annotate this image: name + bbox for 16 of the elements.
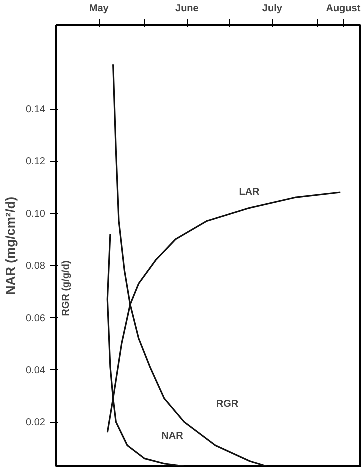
- y-tick-label: 0.14: [26, 104, 46, 116]
- y-tick-label: 0.08: [26, 261, 46, 272]
- y-tick-label: 0.02: [26, 418, 46, 429]
- x-tick-label: July: [262, 4, 283, 14]
- x-tick-label: May: [89, 4, 110, 14]
- y-tick-label: 0.04: [26, 365, 46, 376]
- y-tick-label: 0.06: [26, 313, 46, 324]
- x-tick-label: June: [176, 4, 200, 14]
- y-axis-title: NAR (mg/cm²/d): [3, 196, 18, 296]
- annotation: LAR: [239, 187, 261, 198]
- annotation: RGR (g/g/d): [61, 260, 72, 316]
- annotation: RGR: [216, 399, 240, 410]
- y-tick-label: 0.10: [26, 208, 46, 220]
- y-tick-label: 0.12: [26, 156, 46, 168]
- x-tick-label: August: [326, 4, 362, 14]
- annotation: NAR: [162, 431, 184, 442]
